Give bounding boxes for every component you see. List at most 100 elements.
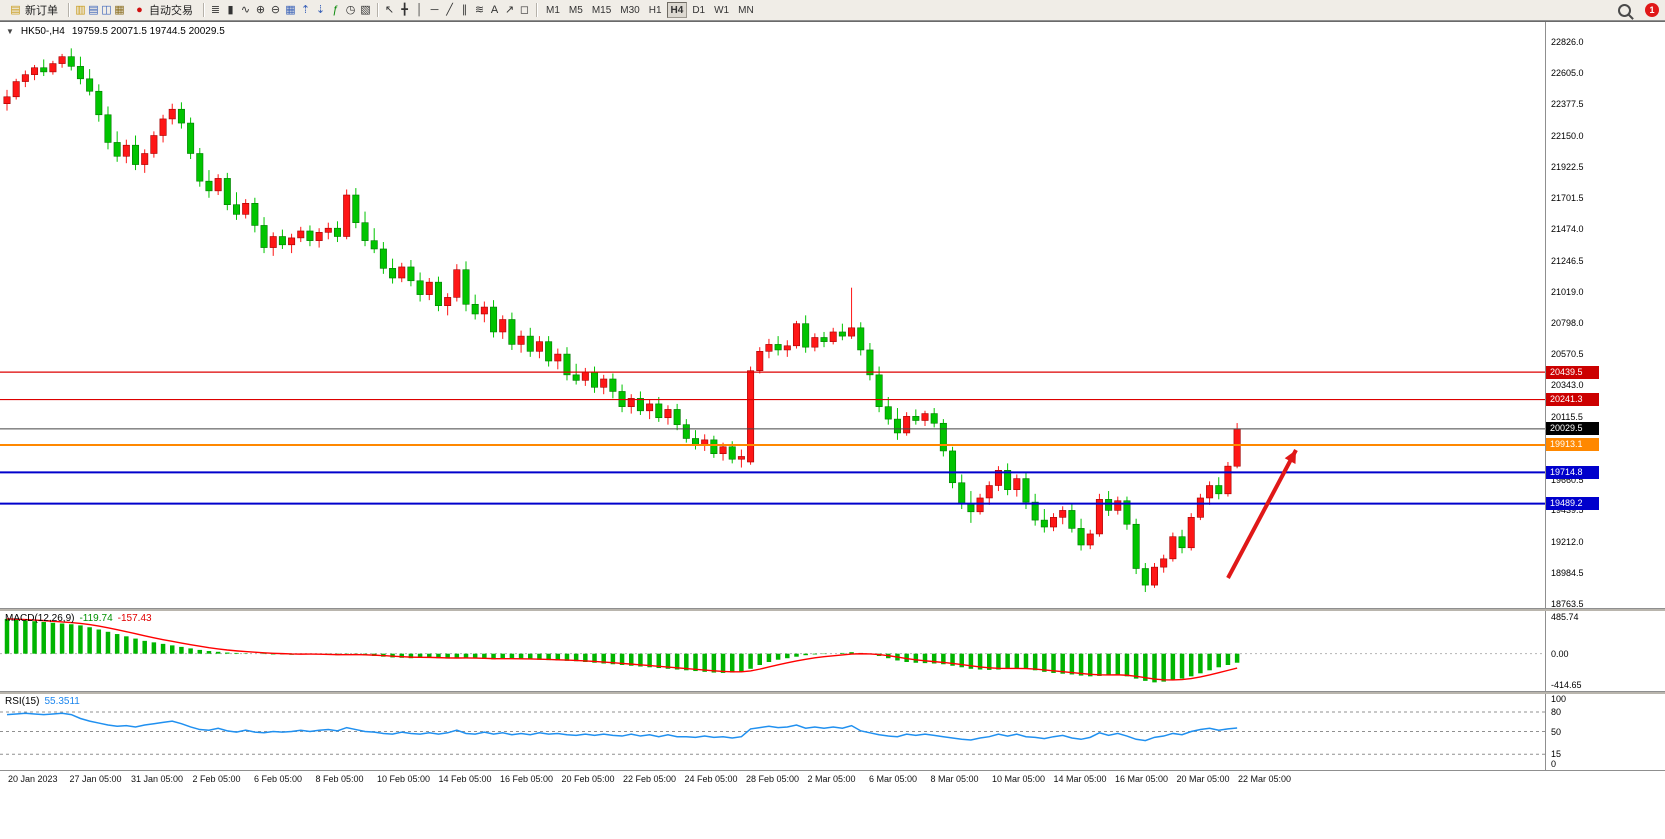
price-chart-plot[interactable]: ▼ HK50-,H4 19759.5 20071.5 19744.5 20029… xyxy=(0,22,1545,608)
channel-icon[interactable]: ∥ xyxy=(461,3,468,16)
time-axis-label: 14 Mar 05:00 xyxy=(1053,774,1107,784)
periods-icon[interactable]: ◷ xyxy=(345,3,356,16)
price-axis[interactable]: 22826.0 22605.0 22377.5 22150.0 21922.5 21701… xyxy=(1545,22,1665,608)
macd-label: MACD(12,26,9) -119.74 -157.43 xyxy=(5,613,152,624)
time-axis-label: 14 Feb 05:00 xyxy=(438,774,492,784)
time-axis-label: 10 Feb 05:00 xyxy=(377,774,431,784)
horizontal-line-icon[interactable]: ─ xyxy=(430,3,439,16)
zoom-in-icon[interactable]: ⊕ xyxy=(255,3,266,16)
timeframe-M5[interactable]: M5 xyxy=(565,2,587,18)
timeframe-D1[interactable]: D1 xyxy=(688,2,709,18)
toolbar-separator xyxy=(377,3,378,17)
bar-chart-icon[interactable]: ≣ xyxy=(210,3,221,16)
timeframe-MN[interactable]: MN xyxy=(734,2,758,18)
macd-signal-value: -157.43 xyxy=(117,613,152,624)
time-axis-label: 16 Feb 05:00 xyxy=(500,774,554,784)
time-axis-label: 2 Feb 05:00 xyxy=(192,774,241,784)
fibonacci-icon[interactable]: ≋ xyxy=(474,3,485,16)
main-chart-pane[interactable]: ▼ HK50-,H4 19759.5 20071.5 19744.5 20029… xyxy=(0,21,1665,608)
toolbar-separator xyxy=(68,3,69,17)
rsi-axis-label: 15 xyxy=(1551,749,1562,760)
price-axis-label: 19660.5 xyxy=(1551,474,1584,485)
tile-windows-icon[interactable]: ▦ xyxy=(285,3,296,16)
arrows-icon[interactable]: ↗ xyxy=(504,3,515,16)
market-watch-icon[interactable]: ▥ xyxy=(75,3,86,16)
macd-axis-label: -414.65 xyxy=(1551,680,1582,690)
time-axis-label: 28 Feb 05:00 xyxy=(746,774,800,784)
time-axis-label: 22 Mar 05:00 xyxy=(1238,774,1292,784)
macd-pane[interactable]: MACD(12,26,9) -119.74 -157.43 485.74 0.00 -4… xyxy=(0,611,1665,691)
zoom-out-icon[interactable]: ⊖ xyxy=(270,3,281,16)
time-axis-label: 22 Feb 05:00 xyxy=(623,774,677,784)
timeframe-M1[interactable]: M1 xyxy=(542,2,564,18)
time-axis-label: 20 Jan 2023 xyxy=(8,774,58,784)
candlestick-icon[interactable]: ▮ xyxy=(227,3,234,16)
macd-plot[interactable]: MACD(12,26,9) -119.74 -157.43 xyxy=(0,611,1545,691)
arrange-up-icon[interactable]: ⇡ xyxy=(300,3,311,16)
time-axis[interactable]: 20 Jan 2023 27 Jan 05:00 31 Jan 05:00 2 Feb… xyxy=(0,770,1665,789)
macd-chart xyxy=(0,618,1545,683)
price-axis-label: 21246.5 xyxy=(1551,255,1584,266)
timeframe-W1[interactable]: W1 xyxy=(710,2,733,18)
indicators-icon[interactable]: ƒ xyxy=(332,3,339,16)
arrange-down-icon[interactable]: ⇣ xyxy=(315,3,326,16)
toolbar: ▤ 新订单 ▥ ▤ ◫ ▦ ● 自动交易 ≣ ▮ ∿ ⊕ ⊖ ▦ ⇡ ⇣ ƒ ◷ ▧ ↖ ╋ │ ─ ╱ ∥ ≋ A ↗ ◻… xyxy=(0,0,1665,21)
price-axis-label: 20343.0 xyxy=(1551,380,1584,391)
price-tag: 19489.2 xyxy=(1546,497,1599,511)
timeframe-M15[interactable]: M15 xyxy=(588,2,615,18)
new-order-button[interactable]: ▤ 新订单 xyxy=(4,0,63,20)
notification-badge[interactable]: 1 xyxy=(1645,3,1659,17)
chart-symbol-period: HK50-,H4 xyxy=(20,26,65,37)
rsi-label: RSI(15) 55.3511 xyxy=(5,696,80,707)
rsi-plot[interactable]: RSI(15) 55.3511 xyxy=(0,694,1545,770)
price-axis-label: 18984.5 xyxy=(1551,568,1584,579)
price-axis-label: 21922.5 xyxy=(1551,161,1584,172)
rsi-axis-label: 80 xyxy=(1551,707,1562,717)
vertical-line-icon[interactable]: │ xyxy=(416,3,423,16)
cursor-icon[interactable]: ↖ xyxy=(384,3,395,16)
price-axis-label: 20798.0 xyxy=(1551,317,1584,328)
pane-splitter[interactable] xyxy=(0,691,1665,694)
collapse-arrow-icon[interactable]: ▼ xyxy=(6,27,14,36)
price-tag: 19714.8 xyxy=(1546,465,1599,479)
rsi-chart xyxy=(0,711,1545,755)
trendline-icon[interactable]: ╱ xyxy=(446,3,453,16)
toolbar-separator xyxy=(536,3,537,17)
new-order-icon: ▤ xyxy=(10,3,21,16)
data-window-icon[interactable]: ▤ xyxy=(88,3,99,16)
timeframe-H4[interactable]: H4 xyxy=(666,2,688,18)
price-tag: 19913.1 xyxy=(1546,438,1599,452)
price-axis-label: 19212.0 xyxy=(1551,536,1584,547)
text-icon[interactable]: A xyxy=(490,3,499,16)
price-axis-label: 18763.5 xyxy=(1551,599,1584,608)
price-axis-label: 22826.0 xyxy=(1551,37,1584,47)
line-chart-icon[interactable]: ∿ xyxy=(240,3,251,16)
search-icon[interactable] xyxy=(1618,3,1631,17)
terminal-icon[interactable]: ▦ xyxy=(114,3,125,16)
price-axis-label: 22377.5 xyxy=(1551,99,1584,110)
navigator-icon[interactable]: ◫ xyxy=(101,3,112,16)
macd-main-value: -119.74 xyxy=(79,613,113,624)
auto-trading-button[interactable]: ● 自动交易 xyxy=(128,0,198,20)
shapes-icon[interactable]: ◻ xyxy=(519,3,530,16)
rsi-axis-label: 100 xyxy=(1551,694,1567,704)
toolbar-separator xyxy=(203,3,204,17)
timeframe-H1[interactable]: H1 xyxy=(645,2,666,18)
templates-icon[interactable]: ▧ xyxy=(360,3,371,16)
price-tag: 20029.5 xyxy=(1546,422,1599,436)
time-axis-label: 16 Mar 05:00 xyxy=(1115,774,1169,784)
price-axis-label: 19439.5 xyxy=(1551,505,1584,516)
macd-axis-label: 0.00 xyxy=(1551,648,1569,659)
price-axis-label: 20115.5 xyxy=(1551,411,1583,422)
price-tag: 20439.5 xyxy=(1546,365,1599,379)
time-axis-label: 27 Jan 05:00 xyxy=(69,774,122,784)
rsi-axis-label: 50 xyxy=(1551,726,1562,737)
rsi-pane[interactable]: RSI(15) 55.3511 100 80 50 15 0 xyxy=(0,694,1665,770)
rsi-name: RSI(15) xyxy=(5,696,40,707)
crosshair-icon[interactable]: ╋ xyxy=(401,3,408,16)
time-axis-label: 20 Mar 05:00 xyxy=(1176,774,1230,784)
time-axis-label: 8 Mar 05:00 xyxy=(930,774,979,784)
pane-splitter[interactable] xyxy=(0,608,1665,611)
timeframe-M30[interactable]: M30 xyxy=(616,2,643,18)
